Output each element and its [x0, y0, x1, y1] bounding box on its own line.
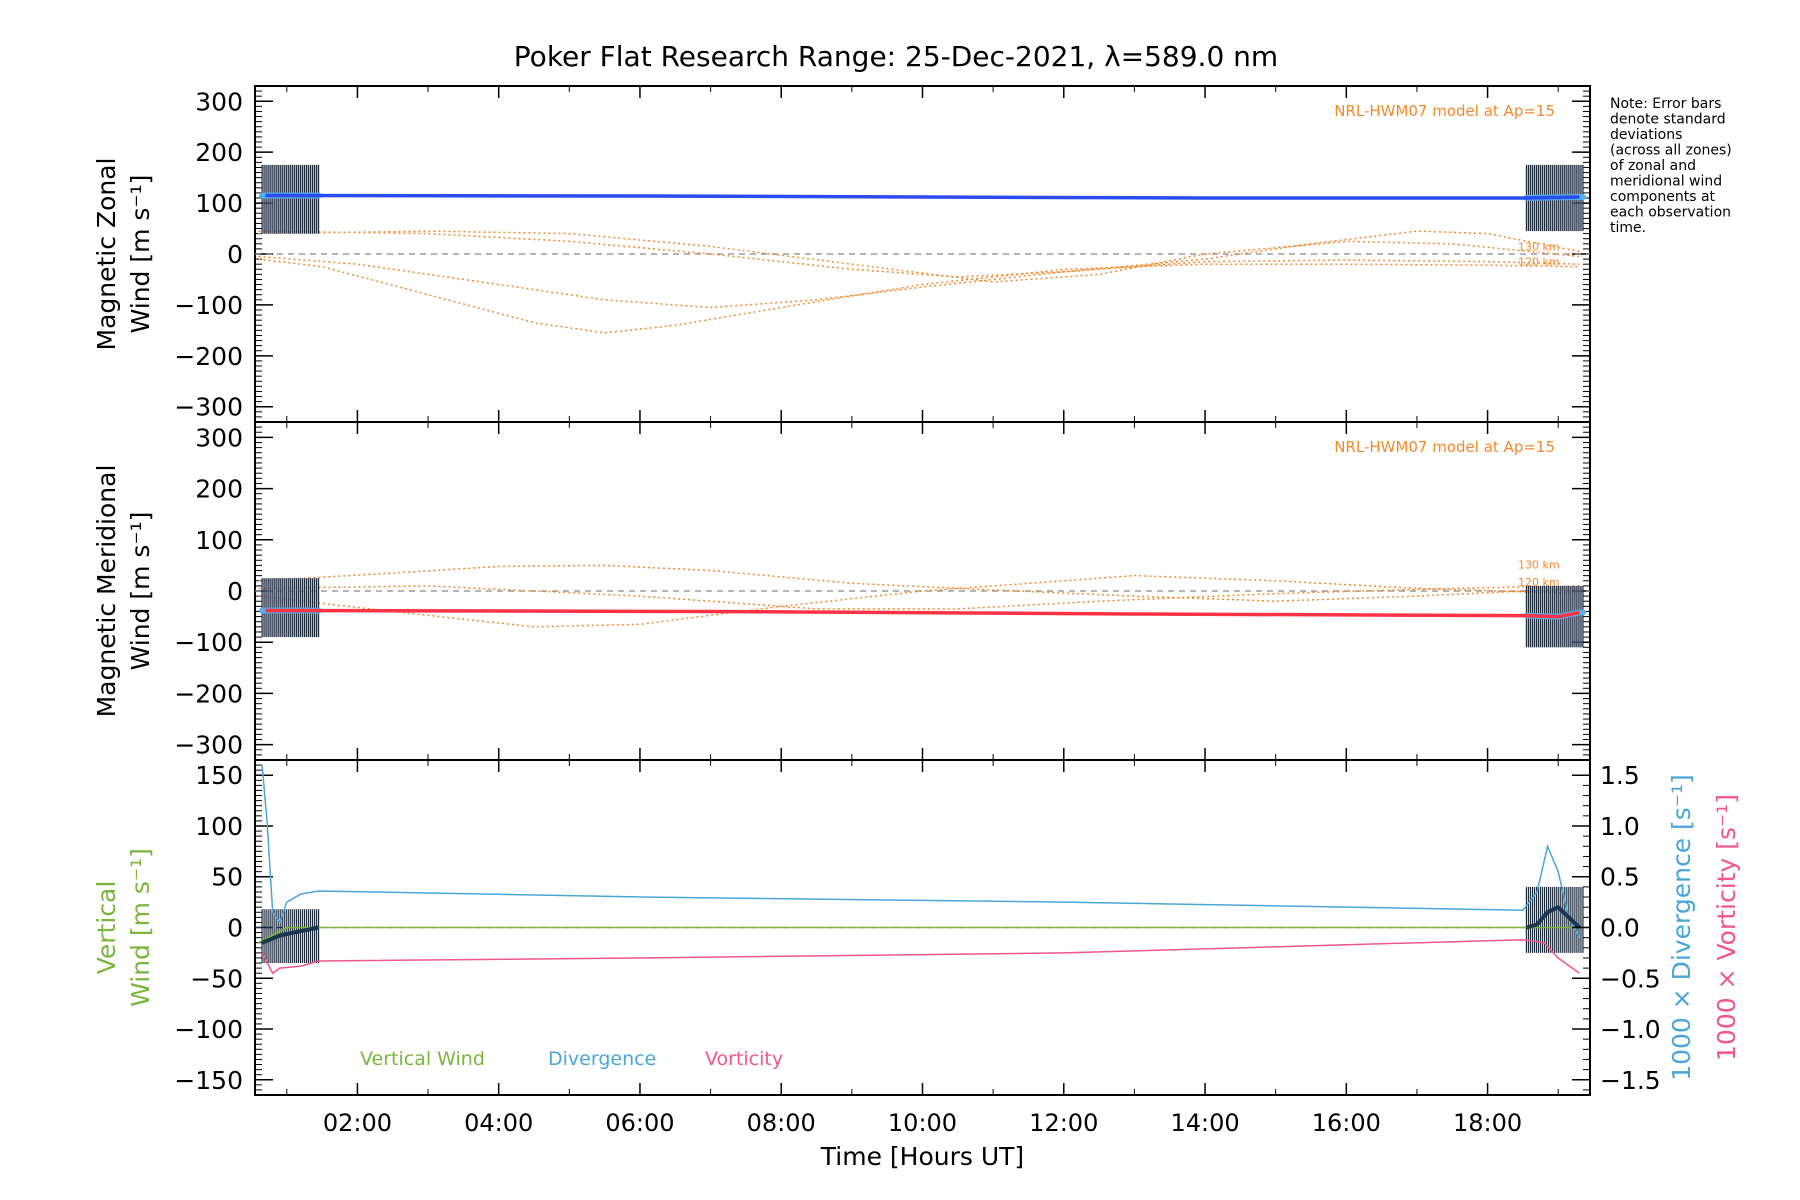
y2-axis-label: 1000 × Vorticity [s⁻¹] [1712, 794, 1741, 1061]
model-altitude-label: 120 km [1518, 256, 1560, 269]
x-tick-label: 10:00 [888, 1109, 957, 1137]
model-curve [258, 258, 1580, 334]
note-line: (across all zones) [1610, 143, 1732, 159]
x-tick-label: 02:00 [323, 1109, 392, 1137]
model-altitude-label: 130 km [1518, 240, 1560, 253]
note-line: time. [1610, 220, 1646, 236]
y2-tick-label: 1.5 [1600, 761, 1640, 790]
y-tick-label: 0 [227, 914, 243, 943]
model-label: NRL-HWM07 model at Ap=15 [1334, 438, 1555, 456]
y-tick-label: 100 [195, 189, 243, 218]
note-line: meridional wind [1610, 174, 1722, 190]
model-altitude-label: 120 km [1518, 576, 1560, 589]
y-tick-label: −200 [174, 342, 243, 371]
model-curve [258, 255, 1580, 309]
note-line: each observation [1610, 205, 1731, 221]
y2-axis-label-divergence: 1000 × Divergence [s⁻¹] [1667, 774, 1696, 1081]
chart-title: Poker Flat Research Range: 25-Dec-2021, … [514, 40, 1278, 73]
model-label: NRL-HWM07 model at Ap=15 [1334, 102, 1555, 120]
x-tick-label: 16:00 [1312, 1109, 1381, 1137]
model-curve [258, 585, 1580, 610]
y-axis-label: Magnetic Meridional Wind [m s⁻¹] [92, 465, 155, 718]
y-axis-label-line: Wind [m s⁻¹] [126, 175, 155, 334]
model-altitude-label: 130 km [1518, 558, 1560, 571]
y-tick-label: 0 [227, 577, 243, 606]
y-axis-label-line: Magnetic Zonal [92, 158, 121, 351]
y2-tick-label: −1.0 [1600, 1015, 1661, 1044]
y2-axis-label-vorticity: 1000 × Vorticity [s⁻¹] [1712, 794, 1741, 1061]
meridional-wind-line [265, 608, 1580, 619]
y-tick-label: 300 [195, 423, 243, 452]
y-tick-label: 100 [195, 526, 243, 555]
y-tick-label: 0 [227, 240, 243, 269]
y-tick-label: 100 [195, 812, 243, 841]
y2-tick-label: −1.5 [1600, 1066, 1661, 1095]
y2-tick-label: 0.0 [1600, 914, 1640, 943]
legend-entry: Vorticity [705, 1048, 783, 1070]
y2-axis-label: 1000 × Divergence [s⁻¹] [1667, 774, 1696, 1081]
y-tick-label: −100 [174, 1015, 243, 1044]
model-curve [258, 574, 1580, 628]
y-tick-label: −300 [174, 393, 243, 422]
y-tick-label: −100 [174, 291, 243, 320]
divergence-line [261, 765, 1581, 939]
y-tick-label: −100 [174, 628, 243, 657]
y-axis-label: Vertical Wind [m s⁻¹] [92, 848, 155, 1007]
measured-vertical-line [1525, 904, 1581, 930]
legend-entry: Vertical Wind [360, 1048, 485, 1070]
x-axis-label: Time [Hours UT] [820, 1142, 1024, 1171]
x-tick-label: 12:00 [1029, 1109, 1098, 1137]
y2-tick-label: 1.0 [1600, 812, 1640, 841]
y-tick-label: 50 [211, 863, 243, 892]
note-line: Note: Error bars [1610, 96, 1721, 112]
x-axis: 02:00 04:00 06:00 08:00 10:00 12:00 14:00 16:00… [323, 1109, 1522, 1171]
note-line: denote standard [1610, 112, 1726, 128]
y-tick-label: 200 [195, 138, 243, 167]
y-axis-label: Magnetic Zonal Wind [m s⁻¹] [92, 158, 155, 351]
y-axis-label-line: Vertical [92, 881, 121, 975]
y-tick-label: −50 [190, 964, 243, 993]
vorticity-line [261, 938, 1580, 975]
zonal-wind-line [265, 193, 1580, 200]
x-tick-label: 04:00 [464, 1109, 533, 1137]
note-line: components at [1610, 189, 1716, 205]
y-axis-label-line: Wind [m s⁻¹] [126, 512, 155, 671]
y-axis-label-line: Wind [m s⁻¹] [126, 848, 155, 1007]
x-tick-label: 08:00 [747, 1109, 816, 1137]
y-axis-label-line: Magnetic Meridional [92, 465, 121, 718]
y2-tick-label: −0.5 [1600, 964, 1661, 993]
panel-vertical: −150 −100 −50 0 50 100 150 Vertical Wind [m s⁻¹]… [92, 759, 1741, 1096]
panel-meridional: −300 −200 −100 0 100 200 300 Magnetic Meridiona… [92, 421, 1591, 761]
y-tick-label: 150 [195, 761, 243, 790]
wind-marker [1579, 609, 1586, 616]
measured-vertical-line [261, 925, 320, 945]
x-tick-label: 14:00 [1170, 1109, 1239, 1137]
x-tick-label: 18:00 [1453, 1109, 1522, 1137]
y-tick-label: −300 [174, 731, 243, 760]
wind-marker [1579, 193, 1586, 200]
note-line: of zonal and [1610, 158, 1696, 174]
y-tick-label: −150 [174, 1066, 243, 1095]
y-tick-label: 300 [195, 87, 243, 116]
y-tick-label: 200 [195, 475, 243, 504]
panel-zonal: −300 −200 −100 0 100 200 300 Magnetic Zonal Wind… [92, 85, 1591, 423]
model-curve [258, 564, 1580, 602]
y2-tick-label: 0.5 [1600, 863, 1640, 892]
legend-entry: Divergence [548, 1048, 656, 1070]
model-curve [258, 230, 1580, 283]
vertical-wind-line [258, 926, 1580, 944]
y-tick-label: −200 [174, 679, 243, 708]
x-tick-label: 06:00 [605, 1109, 674, 1137]
note-line: deviations [1610, 127, 1682, 143]
